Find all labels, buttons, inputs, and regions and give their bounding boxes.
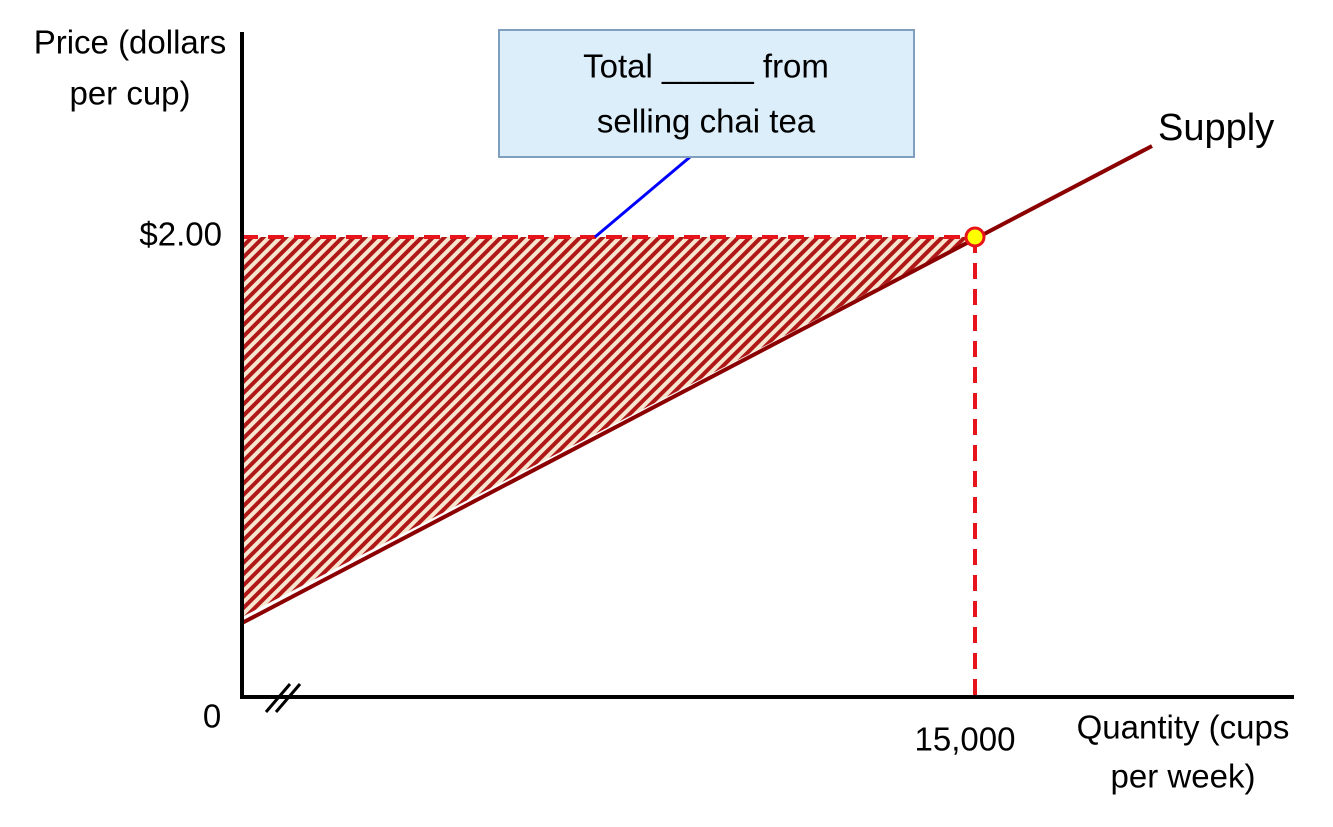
origin-label: 0 (203, 698, 221, 735)
curve-label: Supply (1158, 107, 1274, 149)
callout-text: Total _____ from (583, 48, 829, 85)
callout-pointer (594, 155, 691, 239)
y-tick-label: $2.00 (139, 216, 222, 253)
axis-break (264, 683, 292, 713)
supply-curve (241, 144, 1153, 625)
x-tick-label: 15,000 (915, 721, 1016, 758)
callout-box (498, 29, 915, 158)
axis-break (274, 683, 302, 713)
x-axis-label: Quantity (cups (1077, 709, 1290, 746)
surplus-area (242, 237, 975, 617)
y-axis-label: per cup) (69, 75, 190, 112)
callout-text: selling chai tea (597, 103, 816, 140)
point (964, 226, 986, 248)
x-axis-label: per week) (1111, 758, 1256, 795)
y-axis-label: Price (dollars (34, 24, 227, 61)
